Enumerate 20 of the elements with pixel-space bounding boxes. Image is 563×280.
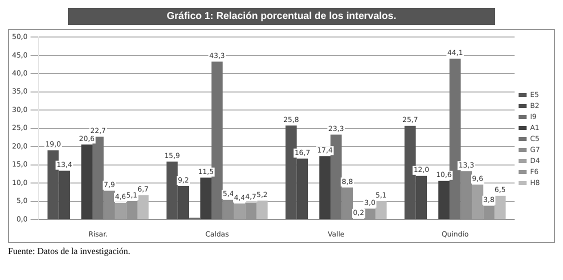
bar	[342, 188, 353, 220]
bar	[483, 206, 494, 220]
bar	[200, 178, 212, 220]
bar	[460, 171, 472, 220]
source-note: Fuente: Datos de la investigación.	[8, 246, 132, 256]
bar	[494, 196, 506, 220]
bar	[245, 202, 256, 220]
chart-title: Gráfico 1: Relación porcentual de los intervalos.	[68, 8, 495, 25]
bar	[319, 156, 330, 220]
bar	[375, 200, 387, 220]
bar	[104, 190, 115, 220]
bar	[364, 208, 376, 220]
bar	[81, 144, 92, 220]
bar	[438, 180, 450, 220]
bar	[126, 200, 138, 220]
bar	[256, 200, 268, 220]
bar	[222, 200, 234, 220]
bar	[450, 58, 461, 220]
bar	[137, 195, 149, 220]
bar	[211, 62, 223, 220]
